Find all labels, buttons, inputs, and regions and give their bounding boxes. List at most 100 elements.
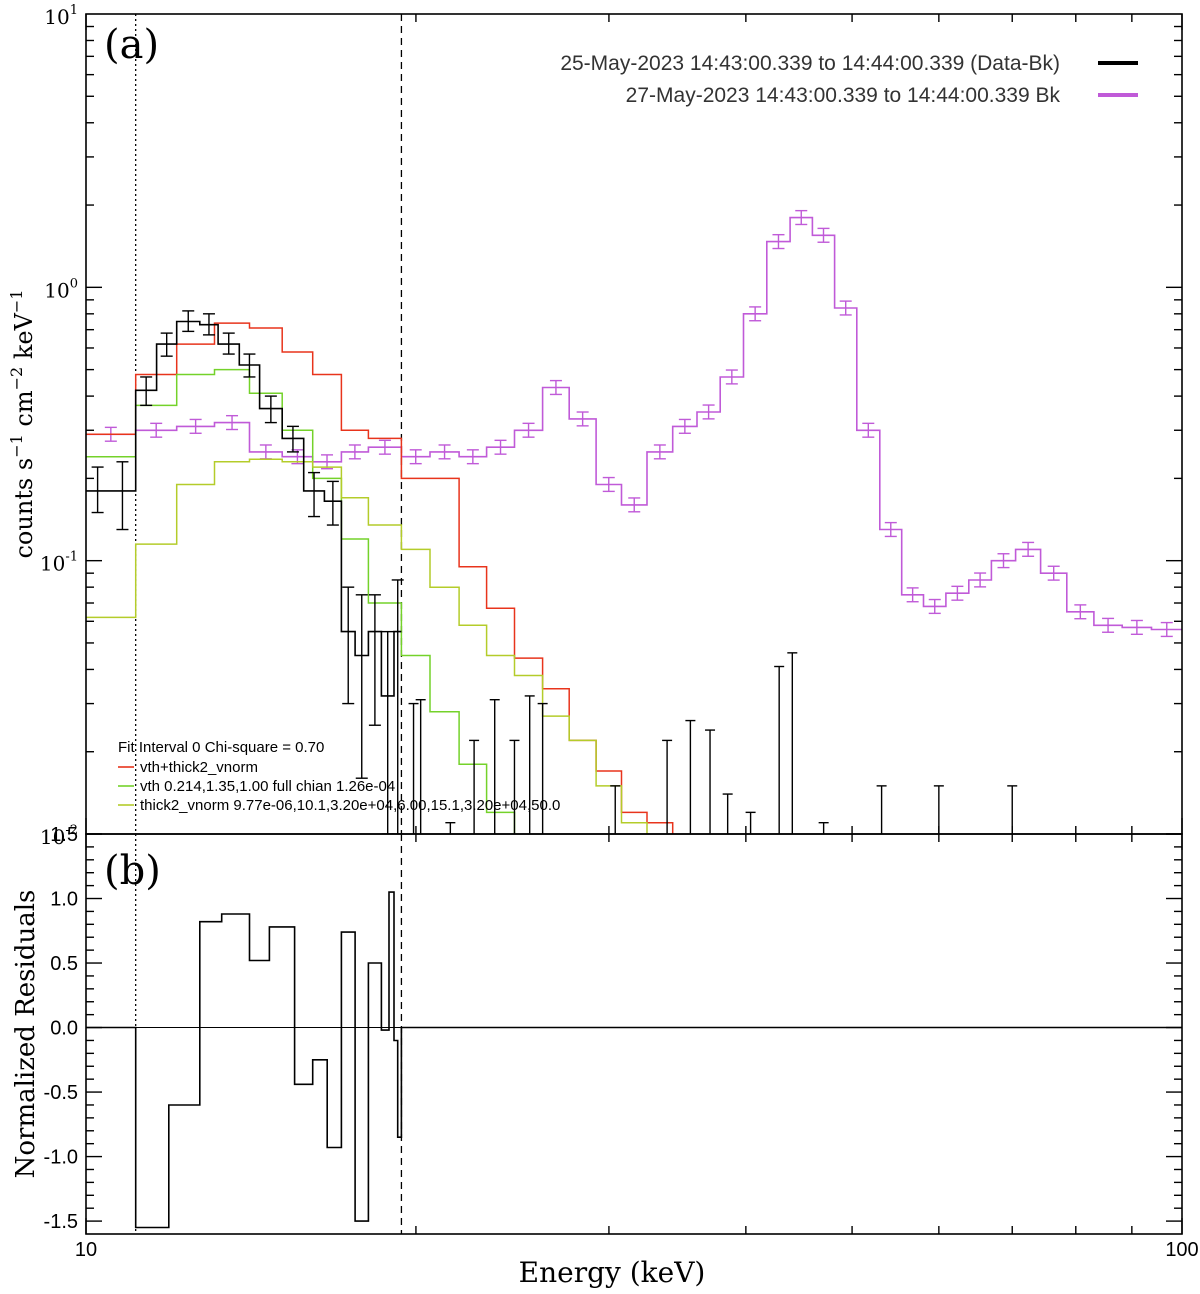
y-tick-label: -0.5 (44, 1082, 78, 1104)
data-upper-errorbar (489, 698, 500, 834)
background-errorbar (906, 587, 919, 603)
ylabel-part-counts: counts s (10, 458, 38, 559)
legend-label: 25-May-2023 14:43:00.339 to 14:44:00.339… (560, 52, 1060, 75)
background-errorbar (348, 444, 361, 460)
y-tick-label: 0.0 (50, 1018, 78, 1040)
background-errorbar (226, 414, 239, 431)
data-upper-errorbar (722, 793, 733, 834)
ylabel-exp-3: −1 (7, 289, 26, 313)
data-upper-errorbar (469, 739, 480, 834)
fit-legend-title: Fit Interval 0 Chi-square = 0.70 (118, 739, 324, 756)
data-errorbar (391, 579, 404, 834)
background-errorbar (997, 553, 1010, 569)
series-background (86, 216, 1182, 631)
data-upper-errorbar (705, 729, 716, 834)
background-errorbar (795, 209, 808, 226)
data-upper-errorbar (662, 739, 673, 834)
y-tick-label-base: 10 (44, 278, 69, 302)
data-errorbar (381, 630, 394, 834)
fit-legend: Fit Interval 0 Chi-square = 0.70 vth+thic… (118, 739, 560, 814)
background-errorbar (653, 444, 666, 460)
y-tick-label: 101 (44, 3, 78, 29)
y-tick-label-exp: -1 (65, 550, 78, 565)
y-tick-label: 0.5 (50, 953, 78, 975)
background-errorbar (839, 300, 852, 316)
y-tick-label: 100 (44, 276, 78, 302)
y-axis-label-a: counts s−1 cm−2 keV−1 (7, 289, 38, 558)
ylabel-exp-2: −2 (7, 367, 26, 391)
background-errorbar (466, 449, 479, 465)
y-axis-label-b: Normalized Residuals (11, 890, 41, 1179)
background-errorbar (409, 449, 422, 465)
background-errorbar (749, 306, 762, 322)
y-tick-label-base: 10 (40, 552, 65, 576)
data-errorbar (355, 594, 368, 779)
data-upper-errorbar (524, 695, 535, 834)
background-errorbar (522, 422, 535, 438)
data-errorbar (91, 466, 104, 514)
background-errorbar (702, 404, 715, 420)
background-errorbar (628, 497, 641, 513)
background-errorbar (549, 379, 562, 396)
panel-label-a: (a) (104, 22, 159, 68)
legend-label: 27-May-2023 14:43:00.339 to 14:44:00.339… (626, 84, 1061, 107)
data-upper-errorbar (415, 698, 426, 834)
background-errorbar (150, 422, 163, 438)
fit-legend-label: vth 0.214,1.35,1.00 full chian 1.26e-04 (140, 778, 395, 795)
y-tick-label: -1.0 (44, 1147, 78, 1169)
background-errorbar (1130, 619, 1143, 636)
background-errorbar (1160, 621, 1173, 638)
background-errorbar (576, 411, 589, 427)
y-tick-label: 10-1 (40, 550, 78, 576)
legend: 25-May-2023 14:43:00.339 to 14:44:00.339… (560, 52, 1138, 107)
y-tick-label-base: 10 (44, 5, 69, 29)
residuals-ticks: 1.5 1.0 0.5 0.0 -0.5 -1.0 -1.5 10 100 (44, 824, 1199, 1261)
y-tick-label: 10-2 (40, 823, 78, 849)
background-errorbar (862, 422, 875, 438)
background-errorbar (378, 439, 391, 455)
ylabel-part-kev: keV (10, 312, 38, 366)
data-errorbar (308, 471, 321, 518)
background-errorbar (494, 439, 507, 455)
x-axis-label: Energy (keV) (519, 1256, 706, 1289)
ylabel-part-cm: cm (10, 390, 38, 434)
background-errorbar (884, 521, 897, 538)
background-errorbar (678, 418, 691, 434)
y-tick-label-exp: 1 (70, 3, 78, 18)
background-errorbar (974, 572, 987, 588)
data-upper-errorbar (1007, 785, 1018, 834)
data-upper-errorbar (610, 785, 621, 834)
y-tick-label-exp: 0 (70, 276, 78, 291)
fit-legend-label: vth+thick2_vnorm (140, 759, 258, 776)
data-upper-errorbar (774, 665, 785, 834)
data-errorbar (116, 461, 129, 531)
background-errorbar (1102, 617, 1115, 633)
ylabel-exp-1: −1 (7, 434, 26, 458)
residuals-frame (85, 833, 1183, 1235)
data-errorbar (326, 480, 339, 526)
series-thick2 (86, 458, 648, 834)
series-residuals (86, 891, 1182, 1229)
data-upper-errorbar (933, 785, 944, 834)
residuals-panel: 1.5 1.0 0.5 0.0 -0.5 -1.0 -1.5 10 100 (b) Normal… (11, 824, 1199, 1289)
y-tick-label-base: 10 (40, 825, 65, 849)
data-upper-errorbar (876, 785, 887, 834)
panel-label-b: (b) (104, 848, 161, 894)
data-errorbar (342, 586, 355, 705)
background-errorbar (928, 598, 941, 615)
spectrum-frame (85, 13, 1183, 835)
data-upper-errorbar (685, 719, 696, 834)
background-errorbar (602, 476, 615, 493)
data-upper-errorbar (745, 811, 756, 834)
y-tick-label-exp: -2 (65, 823, 78, 838)
background-errorbar (1022, 541, 1035, 557)
series-data (86, 320, 402, 697)
data-upper-errorbar (787, 652, 798, 834)
background-errorbar (772, 233, 785, 250)
background-errorbar (725, 369, 738, 385)
x-tick-label: 100 (1165, 1239, 1198, 1261)
data-upper-errorbar (408, 702, 419, 834)
